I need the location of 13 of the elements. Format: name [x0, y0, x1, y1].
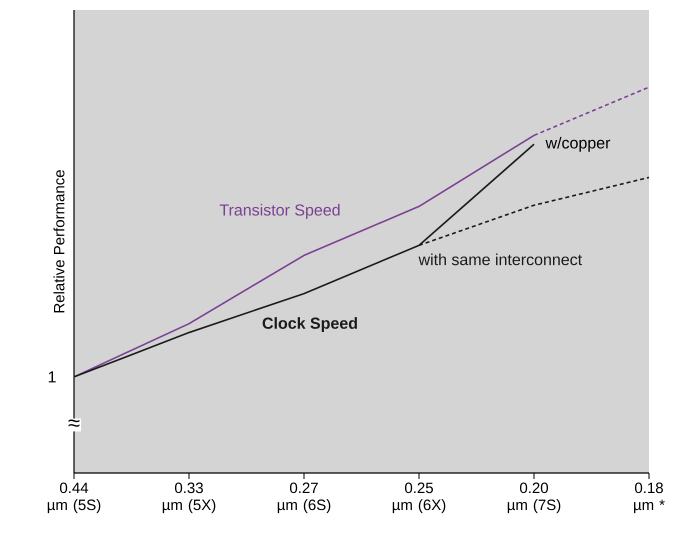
annotation: w/copper — [546, 136, 610, 152]
x-tick-label: 0.20 µm (7S) — [508, 482, 560, 514]
x-tick-label: 0.44 µm (5S) — [48, 482, 100, 514]
x-tick-label: 0.25 µm (6X) — [392, 482, 446, 514]
series-label: Transistor Speed — [220, 204, 340, 219]
series-label: with same interconnect — [418, 253, 582, 266]
x-tick-label: 0.27 µm (6S) — [278, 482, 330, 514]
y-axis-title: Relative Performance — [53, 170, 64, 312]
annotation: ≈ — [68, 420, 80, 427]
text: 1 — [48, 371, 56, 382]
series-label: Clock Speed — [262, 317, 357, 332]
x-tick-label: 0.18 µm * — [634, 482, 665, 514]
x-tick-label: 0.33 µm (5X) — [162, 482, 216, 514]
